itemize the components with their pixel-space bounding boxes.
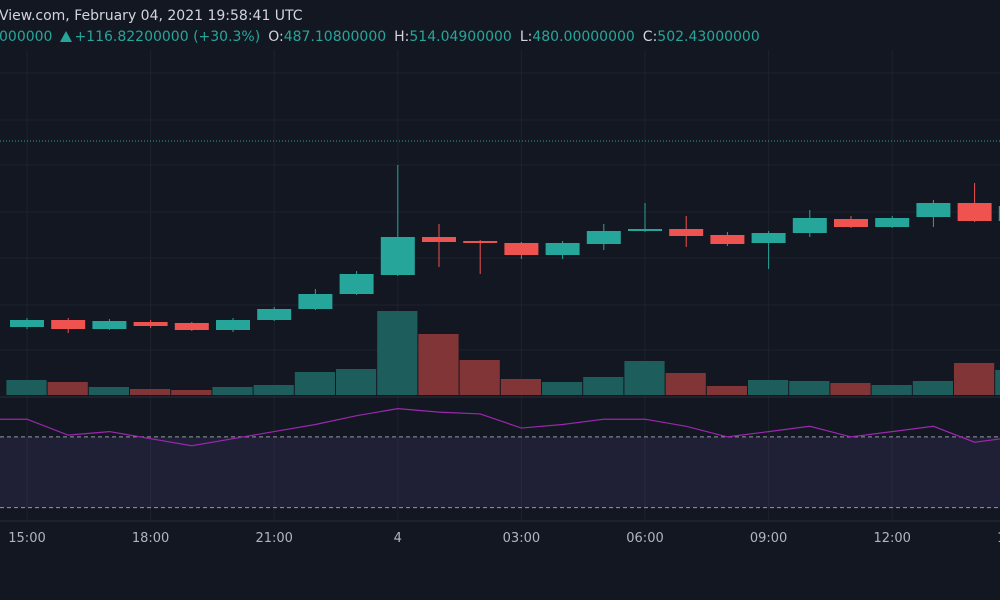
c-label: C: — [643, 29, 658, 45]
volume-bar — [706, 386, 747, 395]
x-tick-label: 4 — [394, 531, 402, 546]
candle-body — [792, 218, 827, 233]
candle-body — [422, 237, 456, 242]
volume-bar — [459, 360, 500, 395]
volume-bar — [748, 380, 789, 395]
candle-body — [710, 235, 745, 244]
h-label: H: — [394, 29, 409, 45]
candle-body — [545, 243, 580, 255]
header-source: View.com, February 04, 2021 19:58:41 UTC — [0, 8, 303, 24]
candle-body — [380, 237, 415, 275]
volume-bar — [6, 380, 47, 395]
l-value: 480.00000000 — [532, 29, 634, 45]
x-tick-label: 03:00 — [503, 531, 540, 546]
header-ohlc: 000000 +116.82200000 (+30.3%) O:487.108000… — [0, 29, 760, 45]
volume-bar — [88, 387, 129, 395]
candle-body — [669, 229, 704, 236]
rsi-band — [0, 436, 1000, 508]
candle-body — [133, 322, 168, 326]
volume-bar — [212, 387, 253, 395]
volume-bar — [377, 311, 418, 395]
volume-bar — [995, 370, 1000, 395]
volume-bar — [789, 381, 830, 395]
h-value: 514.04900000 — [409, 29, 511, 45]
l-label: L: — [520, 29, 533, 45]
candle-body — [463, 241, 498, 243]
candle-body — [257, 309, 292, 320]
volume-bar — [830, 383, 871, 395]
last-price: 000000 — [0, 29, 52, 45]
up-arrow — [60, 31, 72, 42]
x-tick-label: 18:00 — [132, 531, 169, 546]
volume-bar — [253, 385, 294, 395]
candle-body — [92, 321, 127, 329]
volume-bar — [336, 369, 377, 395]
volume-bar — [542, 382, 583, 395]
candle-body — [339, 274, 374, 294]
volume-bar — [871, 385, 912, 395]
volume-bar — [294, 372, 335, 395]
x-tick-label: 09:00 — [750, 531, 787, 546]
candle-body — [998, 206, 1000, 221]
candle-body — [916, 203, 951, 217]
candle-body — [51, 320, 86, 329]
candle-body — [504, 243, 539, 255]
volume-bar — [130, 389, 171, 395]
candle-body — [834, 219, 868, 227]
volume-bar — [583, 377, 624, 395]
x-tick-label: 15:00 — [997, 531, 1000, 546]
candle-body — [957, 203, 992, 221]
volume-bar — [954, 363, 995, 395]
volume-bar — [912, 381, 953, 395]
candle-body — [10, 320, 44, 327]
x-tick-label: 21:00 — [255, 531, 292, 546]
volume-bar — [418, 334, 459, 395]
candle-body — [875, 218, 910, 227]
change: +116.82200000 (+30.3%) — [74, 29, 260, 45]
volume-bar — [624, 361, 665, 395]
rsi-line — [0, 408, 1000, 447]
candle-body — [628, 229, 662, 231]
candle-body — [751, 233, 786, 243]
x-tick-label: 06:00 — [626, 531, 663, 546]
candle-body — [216, 320, 250, 330]
volume-bar — [47, 382, 88, 395]
candle-body — [298, 294, 333, 309]
o-value: 487.10800000 — [284, 29, 386, 45]
x-tick-label: 15:00 — [8, 531, 45, 546]
candle-body — [174, 323, 209, 330]
c-value: 502.43000000 — [657, 29, 759, 45]
volume-bar — [171, 390, 212, 395]
x-tick-label: 12:00 — [873, 531, 910, 546]
volume-bar — [665, 373, 706, 395]
o-label: O: — [268, 29, 284, 45]
volume-bar — [500, 379, 541, 395]
candle-body — [586, 231, 621, 244]
